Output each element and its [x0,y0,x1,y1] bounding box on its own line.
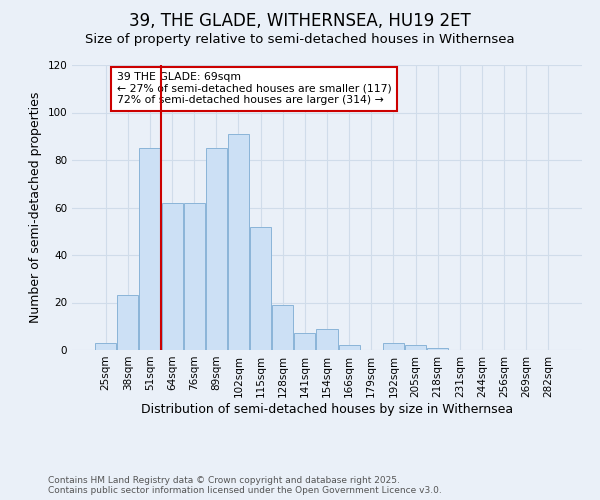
Bar [228,134,249,350]
Bar [338,346,359,350]
Bar [316,328,338,350]
Bar [250,226,271,350]
Bar [118,296,139,350]
Text: 39 THE GLADE: 69sqm
← 27% of semi-detached houses are smaller (117)
72% of semi-: 39 THE GLADE: 69sqm ← 27% of semi-detach… [117,72,392,106]
Bar [139,148,160,350]
Bar [206,148,227,350]
Bar [272,305,293,350]
Bar [427,348,448,350]
Bar [405,346,426,350]
Text: 39, THE GLADE, WITHERNSEA, HU19 2ET: 39, THE GLADE, WITHERNSEA, HU19 2ET [129,12,471,30]
Bar [383,343,404,350]
X-axis label: Distribution of semi-detached houses by size in Withernsea: Distribution of semi-detached houses by … [141,402,513,415]
Text: Size of property relative to semi-detached houses in Withernsea: Size of property relative to semi-detach… [85,32,515,46]
Text: Contains HM Land Registry data © Crown copyright and database right 2025.
Contai: Contains HM Land Registry data © Crown c… [48,476,442,495]
Y-axis label: Number of semi-detached properties: Number of semi-detached properties [29,92,42,323]
Bar [184,203,205,350]
Bar [295,334,316,350]
Bar [95,343,116,350]
Bar [161,203,182,350]
